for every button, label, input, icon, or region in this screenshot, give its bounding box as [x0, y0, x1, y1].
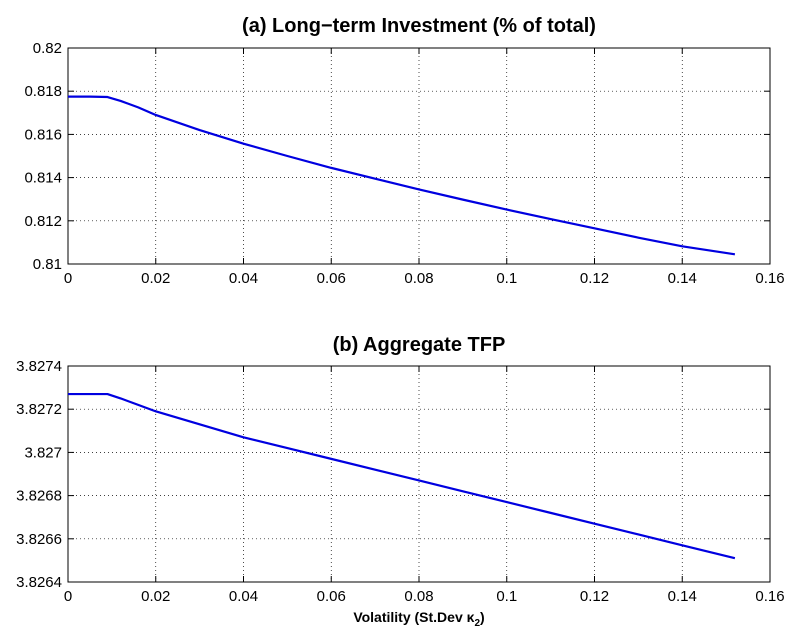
axis-ticks: 0 0.02 0.04 0.06 0.08 0.1 0.12 0.14 0.16 3.8264 3.… [16, 358, 784, 605]
panel-aggregate-tfp: (b) Aggregate TFP 0 0.02 0.04 0.06 0.08 0.1 0.… [16, 334, 784, 629]
x-tick-label: 0.06 [317, 588, 346, 605]
x-tick-label: 0.02 [141, 270, 170, 287]
x-tick-label: 0.16 [755, 588, 784, 605]
y-tick-label: 0.812 [24, 213, 62, 230]
series-line [68, 392, 736, 560]
x-tick-label: 0.04 [229, 588, 258, 605]
chart-title: (a) Long−term Investment (% of total) [242, 15, 596, 37]
x-tick-label: 0.1 [496, 270, 517, 287]
chart-title: (b) Aggregate TFP [333, 334, 506, 356]
y-tick-label: 0.81 [33, 256, 62, 273]
x-tick-label: 0.14 [668, 270, 697, 287]
x-tick-label: 0.08 [404, 588, 433, 605]
x-tick-label: 0.1 [496, 588, 517, 605]
x-axis-label-subscript: 2 [474, 618, 480, 629]
y-tick-label: 3.827 [24, 444, 62, 461]
y-tick-label: 0.816 [24, 126, 62, 143]
x-tick-label: 0.04 [229, 270, 258, 287]
x-tick-label: 0 [64, 270, 72, 287]
x-tick-label: 0.12 [580, 588, 609, 605]
x-tick-label: 0.02 [141, 588, 170, 605]
y-tick-label: 0.82 [33, 40, 62, 57]
series-line [68, 95, 736, 256]
y-tick-label: 3.8266 [16, 531, 62, 548]
y-tick-label: 3.8264 [16, 574, 62, 591]
x-tick-label: 0.14 [668, 588, 697, 605]
y-tick-label: 3.8274 [16, 358, 62, 375]
x-tick-label: 0.08 [404, 270, 433, 287]
x-axis-label: Volatility (St.Dev κ2) [353, 609, 484, 629]
axis-ticks: 0 0.02 0.04 0.06 0.08 0.1 0.12 0.14 0.16 0.81 0.81… [24, 40, 784, 287]
x-tick-label: 0.12 [580, 270, 609, 287]
x-axis-label-main: Volatility (St.Dev κ [353, 609, 474, 625]
y-tick-label: 3.8272 [16, 401, 62, 418]
y-tick-label: 0.814 [24, 170, 62, 187]
series-layer [68, 392, 736, 560]
x-axis-label-suffix: ) [480, 609, 485, 625]
y-tick-label: 0.818 [24, 83, 62, 100]
x-tick-label: 0.06 [317, 270, 346, 287]
series-layer [68, 95, 736, 256]
y-tick-label: 3.8268 [16, 488, 62, 505]
x-tick-label: 0 [64, 588, 72, 605]
x-tick-label: 0.16 [755, 270, 784, 287]
